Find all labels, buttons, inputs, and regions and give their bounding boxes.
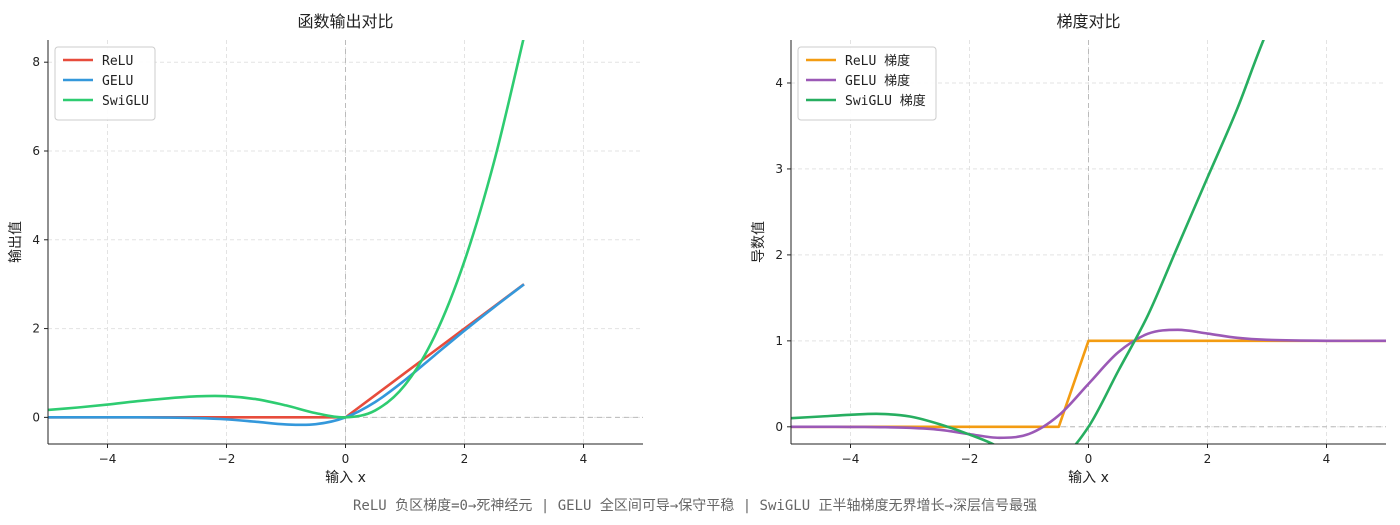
- y-tick-label: 4: [32, 233, 40, 247]
- y-tick-label: 0: [775, 420, 783, 434]
- x-axis-label: 输入 x: [1068, 470, 1109, 486]
- y-tick-label: 1: [775, 334, 783, 348]
- x-tick-label: 4: [580, 452, 588, 466]
- series-line-2: [48, 40, 525, 419]
- chart-title: 函数输出对比: [297, 12, 393, 31]
- y-tick-label: 8: [32, 55, 40, 69]
- legend-label-0: ReLU 梯度: [845, 53, 910, 69]
- y-tick-label: 0: [32, 410, 40, 424]
- legend-box: [54, 46, 156, 121]
- x-tick-label: −4: [842, 452, 860, 466]
- legend-label-1: GELU 梯度: [845, 73, 910, 89]
- x-tick-label: 2: [461, 452, 469, 466]
- y-tick-label: 2: [32, 322, 40, 336]
- x-tick-label: 0: [1085, 452, 1093, 466]
- chart-title: 梯度对比: [1056, 12, 1120, 31]
- y-tick-label: 2: [775, 248, 783, 262]
- y-tick-label: 6: [32, 144, 40, 158]
- legend-label-2: SwiGLU 梯度: [845, 93, 926, 109]
- legend-label-0: ReLU: [102, 54, 133, 69]
- x-tick-label: −2: [218, 452, 236, 466]
- x-tick-label: −4: [99, 452, 117, 466]
- series-line-0: [48, 283, 525, 419]
- x-tick-label: 4: [1323, 452, 1331, 466]
- series-line-1: [791, 328, 1386, 440]
- y-tick-label: 3: [775, 162, 783, 176]
- x-tick-label: 2: [1204, 452, 1212, 466]
- series-line-2: [791, 40, 1265, 444]
- y-axis-label: 导数值: [751, 221, 767, 263]
- y-axis-label: 输出值: [8, 221, 24, 263]
- x-tick-label: 0: [342, 452, 350, 466]
- x-tick-label: −2: [961, 452, 979, 466]
- caption: ReLU 负区梯度=0→死神经元 | GELU 全区间可导→保守平稳 | Swi…: [353, 497, 1037, 514]
- x-axis-label: 输入 x: [325, 470, 366, 486]
- y-tick-label: 4: [775, 76, 783, 90]
- legend-label-2: SwiGLU: [102, 94, 149, 109]
- series-line-1: [48, 283, 525, 427]
- legend-label-1: GELU: [102, 74, 133, 89]
- legend-box: [797, 46, 937, 121]
